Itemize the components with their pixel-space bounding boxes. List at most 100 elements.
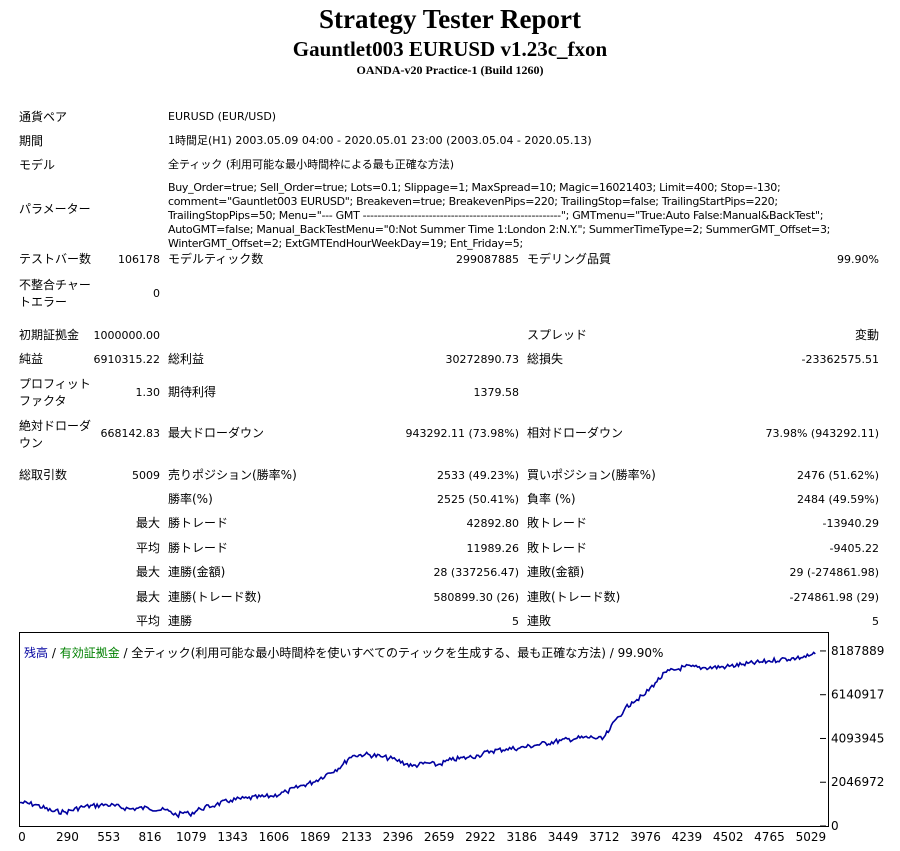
deposit-value: 1000000.00 bbox=[93, 329, 160, 342]
x-tick-label: 1079 bbox=[176, 830, 207, 844]
avg-win-label: 勝トレード bbox=[168, 541, 229, 555]
model-value: 全ティック (利用可能な最小時間枠による最も正確な方法) bbox=[168, 158, 455, 171]
mismatch-value: 0 bbox=[153, 287, 160, 300]
avg-prefix-1: 平均 bbox=[135, 541, 160, 555]
avg-cons-losses-label: 連敗 bbox=[527, 614, 552, 628]
quality-value: 99.90% bbox=[837, 253, 879, 266]
x-tick-label: 290 bbox=[56, 830, 79, 844]
y-tick-label: 8187889 bbox=[831, 644, 884, 658]
balance-series-line bbox=[19, 651, 816, 819]
spread-value: 変動 bbox=[854, 328, 879, 342]
avg-win-value: 11989.26 bbox=[466, 542, 520, 555]
max-cons-profit-label: 連勝(トレード数) bbox=[168, 590, 262, 604]
long-value: 2476 (51.62%) bbox=[796, 469, 879, 482]
bars-value: 106178 bbox=[118, 253, 160, 266]
params-value: Buy_Order=true; Sell_Order=true; Lots=0.… bbox=[168, 181, 831, 250]
quality-label: モデリング品質 bbox=[527, 252, 612, 266]
x-tick-label: 3186 bbox=[506, 830, 537, 844]
abs-dd-value: 668142.83 bbox=[100, 427, 161, 440]
params-label: パラメーター bbox=[19, 202, 91, 216]
spread-label: スプレッド bbox=[527, 328, 588, 342]
max-cons-wins-value: 28 (337256.47) bbox=[433, 566, 519, 579]
long-label: 買いポジション(勝率%) bbox=[527, 468, 656, 482]
y-tick-label: 2046972 bbox=[831, 775, 884, 789]
lossrate-value: 2484 (49.59%) bbox=[796, 493, 879, 506]
ticks-value: 299087885 bbox=[456, 253, 519, 266]
max-cons-loss-label: 連敗(トレード数) bbox=[527, 590, 621, 604]
x-tick-label: 5029 bbox=[796, 830, 827, 844]
max-cons-losses-label: 連敗(金額) bbox=[527, 565, 585, 579]
abs-dd-label: 絶対ドローダウン bbox=[19, 419, 92, 450]
x-tick-label: 1606 bbox=[259, 830, 290, 844]
max-cons-wins-label: 連勝(金額) bbox=[168, 565, 226, 579]
y-tick-label: 4093945 bbox=[831, 731, 884, 745]
avg-loss-label: 敗トレード bbox=[527, 541, 588, 555]
deposit-label: 初期証拠金 bbox=[19, 328, 80, 342]
max-prefix-3: 最大 bbox=[135, 590, 160, 604]
x-tick-label: 553 bbox=[97, 830, 120, 844]
lossrate-label: 負率 (%) bbox=[527, 492, 576, 506]
avg-cons-wins-value: 5 bbox=[512, 615, 519, 628]
report-server: OANDA-v20 Practice-1 (Build 1260) bbox=[356, 63, 544, 77]
max-dd-label: 最大ドローダウン bbox=[168, 426, 265, 440]
x-tick-label: 3976 bbox=[630, 830, 661, 844]
x-tick-label: 2922 bbox=[465, 830, 496, 844]
model-label: モデル bbox=[19, 158, 56, 172]
x-tick-label: 816 bbox=[139, 830, 162, 844]
rel-dd-label: 相対ドローダウン bbox=[527, 426, 624, 440]
report-title: Strategy Tester Report bbox=[319, 4, 581, 34]
pf-value: 1.30 bbox=[135, 386, 161, 399]
rel-dd-value: 73.98% (943292.11) bbox=[765, 427, 879, 440]
x-tick-label: 1869 bbox=[300, 830, 331, 844]
x-tick-label: 2659 bbox=[424, 830, 455, 844]
total-trades-value: 5009 bbox=[132, 469, 160, 482]
gross-loss-label: 総損失 bbox=[527, 352, 564, 366]
symbol-label: 通貨ペア bbox=[19, 110, 68, 124]
legend-separator: / bbox=[48, 646, 60, 660]
legend-model: 全ティック(利用可能な最小時間枠を使いすべてのティックを生成する、最も正確な方法… bbox=[131, 646, 664, 660]
pf-label: プロフィットファクタ bbox=[19, 377, 91, 408]
y-tick-label: 0 bbox=[831, 819, 839, 833]
x-tick-label: 2133 bbox=[341, 830, 372, 844]
x-tick-label: 2396 bbox=[383, 830, 414, 844]
x-tick-label: 1343 bbox=[217, 830, 248, 844]
mismatch-label: 不整合チャートエラー bbox=[19, 278, 91, 309]
y-tick-label: 6140917 bbox=[831, 688, 884, 702]
x-tick-label: 4502 bbox=[713, 830, 744, 844]
short-label: 売りポジション(勝率%) bbox=[168, 468, 297, 482]
x-tick-label: 3712 bbox=[589, 830, 620, 844]
largest-loss-value: -13940.29 bbox=[822, 517, 879, 530]
max-cons-losses-value: 29 (-274861.98) bbox=[789, 566, 879, 579]
legend-equity: 有効証拠金 bbox=[59, 646, 120, 660]
largest-win-value: 42892.80 bbox=[466, 517, 520, 530]
max-cons-profit-value: 580899.30 (26) bbox=[433, 591, 519, 604]
expected-value: 1379.58 bbox=[473, 386, 520, 399]
gross-loss-value: -23362575.51 bbox=[801, 353, 879, 366]
legend-separator: / bbox=[119, 646, 132, 660]
x-tick-label: 4765 bbox=[754, 830, 785, 844]
max-dd-value: 943292.11 (73.98%) bbox=[405, 427, 519, 440]
legend-balance: 残高 bbox=[24, 646, 49, 660]
avg-loss-value: -9405.22 bbox=[829, 542, 879, 555]
max-prefix-1: 最大 bbox=[135, 516, 160, 530]
expected-label: 期待利得 bbox=[168, 385, 217, 399]
period-label: 期間 bbox=[19, 134, 44, 148]
x-tick-label: 0 bbox=[18, 830, 26, 844]
avg-cons-wins-label: 連勝 bbox=[168, 614, 193, 628]
short-value: 2533 (49.23%) bbox=[436, 469, 519, 482]
x-tick-label: 4239 bbox=[672, 830, 703, 844]
report-subtitle: Gauntlet003 EURUSD v1.23c_fxon bbox=[292, 37, 608, 61]
winrate-value: 2525 (50.41%) bbox=[436, 493, 519, 506]
bars-label: テストバー数 bbox=[19, 252, 92, 266]
winrate-label: 勝率(%) bbox=[168, 492, 213, 506]
avg-prefix-2: 平均 bbox=[135, 614, 160, 628]
x-tick-label: 3449 bbox=[548, 830, 579, 844]
largest-loss-label: 敗トレード bbox=[527, 516, 588, 530]
chart-legend: 残高 / 有効証拠金 / 全ティック(利用可能な最小時間枠を使いすべてのティック… bbox=[24, 644, 663, 661]
gross-profit-label: 総利益 bbox=[168, 352, 205, 366]
avg-cons-losses-value: 5 bbox=[872, 615, 879, 628]
largest-win-label: 勝トレード bbox=[168, 516, 229, 530]
max-cons-loss-value: -274861.98 (29) bbox=[789, 591, 879, 604]
symbol-value: EURUSD (EUR/USD) bbox=[168, 110, 277, 123]
